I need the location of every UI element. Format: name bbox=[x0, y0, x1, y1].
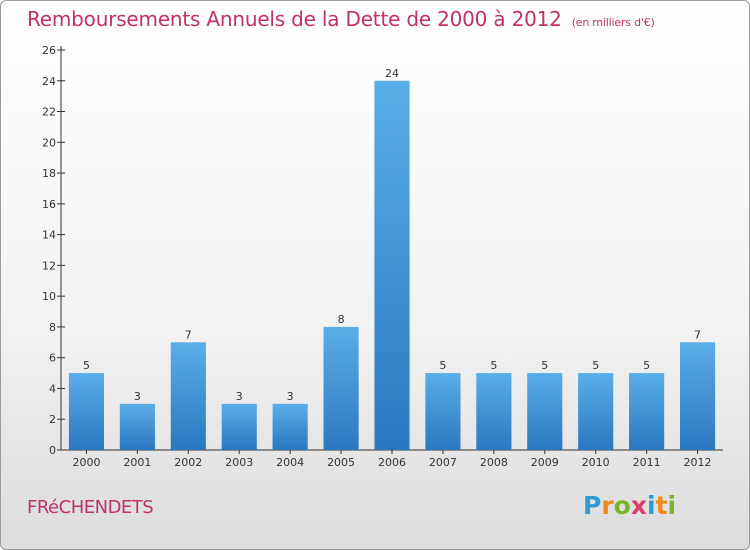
bar-value-label: 24 bbox=[385, 67, 399, 80]
bar-2006 bbox=[374, 80, 410, 451]
bar-2009 bbox=[527, 373, 563, 450]
x-tick-label: 2004 bbox=[276, 456, 304, 469]
y-tick-label: 22 bbox=[42, 106, 56, 119]
y-tick-label: 4 bbox=[49, 382, 56, 395]
x-tick-label: 2010 bbox=[582, 456, 610, 469]
y-tick-label: 16 bbox=[42, 198, 56, 211]
bar-value-label: 3 bbox=[236, 390, 243, 403]
y-tick-label: 26 bbox=[42, 44, 56, 57]
y-tick-label: 12 bbox=[42, 259, 56, 272]
chart-labels: 5 2000 3 2001 7 2002 3 2003 3 2004 8 2005 24 2006 5 200… bbox=[72, 67, 711, 469]
bar-2004 bbox=[272, 403, 308, 450]
logo-letter: x bbox=[630, 491, 647, 520]
bar-2011 bbox=[629, 373, 665, 450]
bar-value-label: 3 bbox=[134, 390, 141, 403]
x-tick-label: 2011 bbox=[633, 456, 661, 469]
y-tick-label: 2 bbox=[49, 413, 56, 426]
bar-2002 bbox=[170, 342, 206, 450]
y-tick-label: 10 bbox=[42, 290, 56, 303]
x-tick-label: 2008 bbox=[480, 456, 508, 469]
logo-letter: i bbox=[647, 491, 656, 520]
chart-bars bbox=[68, 80, 716, 451]
logo-letter: t bbox=[655, 491, 668, 520]
logo-letter: r bbox=[601, 491, 614, 520]
x-tick-label: 2003 bbox=[225, 456, 253, 469]
bar-2000 bbox=[68, 373, 105, 450]
x-tick-label: 2007 bbox=[429, 456, 457, 469]
chart-title-text: Remboursements Annuels de la Dette de 20… bbox=[27, 7, 562, 31]
y-tick-label: 18 bbox=[42, 167, 56, 180]
x-tick-label: 2012 bbox=[684, 456, 712, 469]
logo-letter: o bbox=[613, 491, 631, 520]
bar-value-label: 3 bbox=[287, 390, 294, 403]
bar-value-label: 5 bbox=[490, 359, 497, 372]
bar-2001 bbox=[119, 403, 155, 450]
commune-name: FRéCHENDETS bbox=[27, 497, 154, 518]
y-tick-label: 0 bbox=[49, 444, 56, 457]
bar-2010 bbox=[578, 373, 614, 450]
logo-letter: i bbox=[667, 491, 677, 520]
y-tick-label: 14 bbox=[42, 229, 56, 242]
bar-value-label: 5 bbox=[643, 359, 650, 372]
bar-value-label: 7 bbox=[694, 328, 701, 341]
y-tick-label: 20 bbox=[42, 136, 56, 149]
x-tick-label: 2009 bbox=[531, 456, 559, 469]
bar-value-label: 5 bbox=[541, 359, 548, 372]
y-tick-label: 24 bbox=[42, 75, 56, 88]
bar-2012 bbox=[679, 342, 716, 450]
bar-2008 bbox=[476, 373, 512, 450]
bar-value-label: 5 bbox=[592, 359, 599, 372]
bar-2003 bbox=[221, 403, 257, 450]
x-tick-label: 2005 bbox=[327, 456, 355, 469]
x-tick-label: 2000 bbox=[72, 456, 100, 469]
chart-subtitle: (en milliers d'€) bbox=[571, 16, 655, 29]
proxiti-logo: Proxiti bbox=[583, 491, 676, 520]
y-tick-label: 6 bbox=[49, 352, 56, 365]
bar-value-label: 5 bbox=[439, 359, 446, 372]
x-tick-label: 2002 bbox=[174, 456, 202, 469]
x-tick-label: 2001 bbox=[123, 456, 151, 469]
bar-2007 bbox=[425, 373, 461, 450]
chart-title: Remboursements Annuels de la Dette de 20… bbox=[27, 7, 655, 31]
bar-value-label: 8 bbox=[338, 313, 345, 326]
y-tick-label: 8 bbox=[49, 321, 56, 334]
bar-2005 bbox=[323, 326, 359, 450]
bar-value-label: 7 bbox=[185, 328, 192, 341]
logo-letter: P bbox=[583, 491, 602, 520]
bar-value-label: 5 bbox=[83, 359, 90, 372]
x-tick-label: 2006 bbox=[378, 456, 406, 469]
